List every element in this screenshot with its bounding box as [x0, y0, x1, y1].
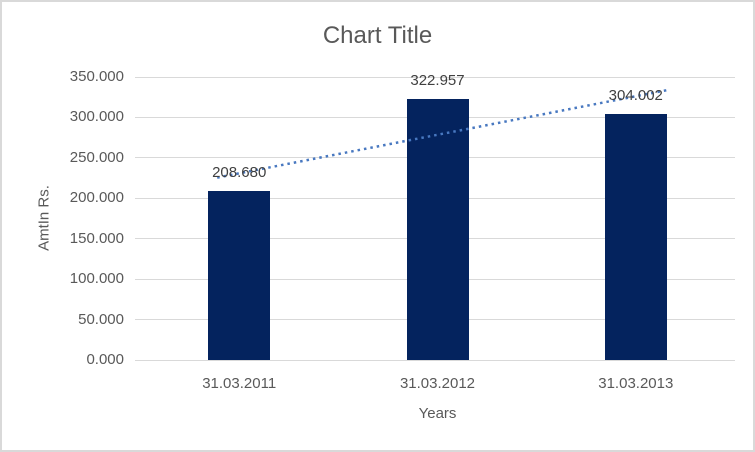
chart-title: Chart Title [322, 22, 433, 49]
gridline-350.000 [135, 76, 735, 78]
bar-31.03.2013 [604, 114, 667, 360]
y-tick-label: 350.000 [69, 68, 124, 85]
y-tick-label: 150.000 [69, 229, 124, 247]
x-tick-label-31.03.2013: 31.03.2013 [598, 375, 674, 392]
data-label-31.03.2011: 208.680 [212, 164, 267, 182]
data-label-31.03.2012: 322.957 [410, 71, 465, 89]
x-tick-label-31.03.2011: 31.03.2011 [202, 375, 277, 392]
y-tick-label: 300.000 [69, 108, 124, 126]
y-tick-label: 100.000 [69, 270, 124, 288]
x-tick-label-31.03.2012: 31.03.2012 [399, 375, 476, 392]
data-label-31.03.2013: 304.002 [608, 87, 663, 105]
y-tick-label: 50.000 [78, 310, 124, 328]
bar-31.03.2012 [406, 98, 469, 360]
y-tick-label: 200.000 [69, 189, 124, 207]
y-tick-label: 0.000 [86, 351, 124, 368]
bar-31.03.2011 [208, 191, 271, 360]
gridline-0.000 [135, 359, 735, 361]
x-axis-title: Years [418, 405, 457, 422]
y-tick-label: 250.000 [69, 148, 124, 166]
